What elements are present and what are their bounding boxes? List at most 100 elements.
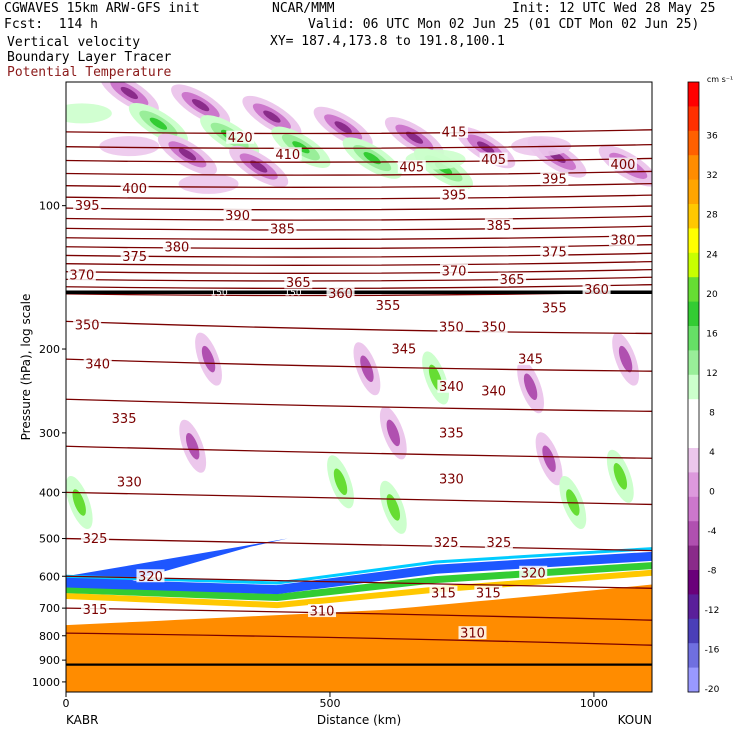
isentrope-label: 325 [83,532,108,547]
velocity-column [379,480,407,534]
isentrope-label-bg [608,157,637,171]
velocity-column [195,332,222,386]
isentrope-label: 350 [75,318,100,333]
isentrope-label: 400 [122,182,147,197]
velocity-cell [242,95,302,138]
isentrope-label-bg [479,320,508,334]
isentrope-label-bg [374,298,403,312]
x-axis-label: Distance (km) [317,713,401,727]
colorbar-segment [688,545,699,571]
colorbar-segment [688,179,699,205]
model-title: CGWAVES 15km ARW-GFS init [4,1,200,16]
tracer-edge-blue [66,551,652,595]
velocity-contour-core [334,121,352,134]
isentrope-label: 380 [611,233,636,248]
isentrope-label: 395 [75,199,100,214]
isentrope-label: 325 [434,536,459,551]
velocity-patch [99,136,160,157]
isentrope-line [66,276,652,282]
velocity-column [353,342,381,396]
field-potential-temperature: Potential Temperature [7,65,172,80]
forecast-hour: Fcst: 114 h [4,17,98,32]
y-tick-label: 300 [39,427,60,440]
velocity-column [612,332,640,386]
isentrope-label-bg [540,300,569,314]
tracer-edge-yellow [66,569,652,609]
isentrope-label-bg [440,188,469,202]
y-tick-label: 600 [39,570,60,583]
velocity-contour-core [333,468,348,496]
isentrope-label-bg [136,569,165,583]
isentrope-label-bg [437,379,466,393]
isentrope-line [66,632,652,646]
isentrope-line [66,205,652,211]
velocity-contour-core [405,131,424,144]
colorbar-segment [688,374,699,400]
colorbar-segment [688,130,699,156]
isentrope-label: 350 [439,321,464,336]
velocity-cell [271,126,331,168]
isentrope-label-bg [479,383,508,397]
isentrope-label-bg [81,602,110,616]
isentrope-label-bg [437,320,466,334]
velocity-contour-core [386,419,401,447]
isentrope-label: 340 [85,357,110,372]
isentrope-label-bg [115,474,144,488]
isentrope-label: 320 [138,570,163,585]
velocity-column [327,455,354,509]
colorbar-segment [688,399,699,425]
isentrope-label-bg [498,272,527,286]
isentrope-label-bg [540,172,569,186]
velocity-contour-core [250,160,268,173]
colorbar-label: 12 [706,369,717,379]
velocity-cell [229,145,289,188]
isentrope-label: 310 [310,605,335,620]
isentrope-line [66,244,652,250]
isentrope-label: 335 [439,426,464,441]
isentrope-label: 360 [328,287,353,302]
velocity-contour-core [613,462,628,490]
isentrope-label: 345 [391,343,416,358]
velocity-contour-core [363,152,381,165]
colorbar-segment [688,350,699,376]
colorbar-segment [688,570,699,595]
isentrope-label-bg [516,352,545,366]
isentrope-label-bg [73,198,102,212]
isentrope-label: 315 [431,586,456,601]
isentrope-line [66,491,652,506]
isentrope-label-bg [326,286,355,300]
isentrope-label-bg [479,152,508,166]
velocity-contour-core [263,110,281,123]
isentrope-label: 415 [442,125,467,140]
isentrope-label: 405 [399,161,424,176]
isentrope-label: 370 [69,269,94,284]
velocity-contour-core [542,445,556,473]
isentrope-label-bg [540,244,569,258]
velocity-column [379,406,407,460]
velocity-contour-core [523,373,538,400]
isentrope-label: 365 [286,276,311,291]
isentrope-line [66,358,652,372]
velocity-contour-core [191,99,210,112]
xy-coordinates: XY= 187.4,173.8 to 191.8,100.1 [270,34,505,49]
isentrope-label-bg [226,130,255,144]
isentrope-line [66,157,652,163]
x-tick-label: 500 [319,697,340,710]
isentrope-label-bg [162,239,191,253]
velocity-column [606,449,634,503]
isentrope-label: 315 [83,603,108,618]
tracer-edge-cyan [66,547,652,585]
isentrope-label: 350 [481,321,506,336]
velocity-contour-core [149,117,168,130]
isentrope-label: 335 [112,412,137,427]
velocity-contour-core [201,345,216,373]
colorbar-segment [688,301,699,327]
velocity-column [535,432,563,486]
isentrope-label: 340 [439,380,464,395]
velocity-contour-core [360,355,374,383]
isentrope-line [66,607,652,621]
isentrope-label-bg [437,472,466,486]
isentrope-label-bg [284,275,313,289]
isentrope-label: 385 [486,219,511,234]
colorbar-segment [688,204,699,229]
